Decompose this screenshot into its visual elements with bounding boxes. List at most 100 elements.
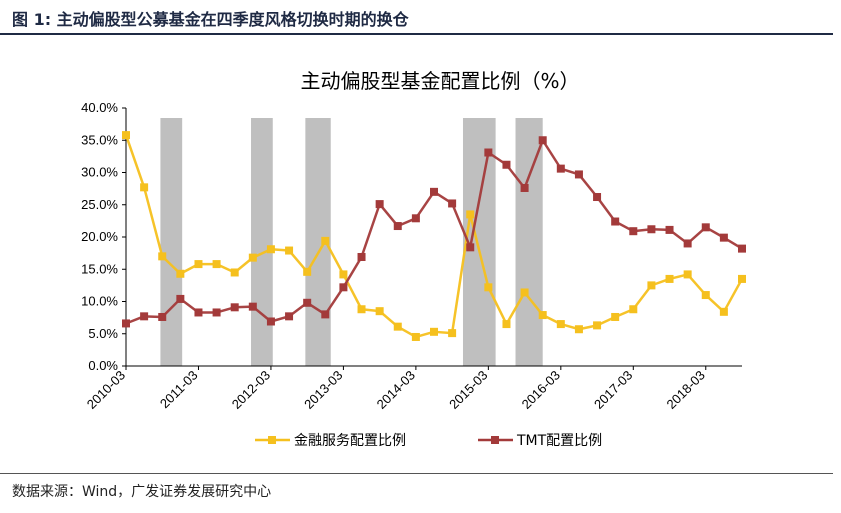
y-tick-label: 10.0% [81, 294, 118, 309]
y-tick-label: 0.0% [88, 358, 118, 373]
figure-title: 图 1: 主动偏股型公募基金在四季度风格切换时期的换仓 [12, 10, 409, 29]
legend-finance-label: 金融服务配置比例 [294, 433, 406, 449]
point-tmt [411, 214, 420, 223]
point-tmt [738, 244, 746, 253]
point-finance [339, 270, 348, 279]
chart-title: 主动偏股型基金配置比例（%） [300, 69, 579, 93]
point-tmt [448, 199, 457, 208]
point-finance [574, 325, 583, 334]
point-finance [411, 332, 420, 341]
source-note: 数据来源：Wind，广发证券发展研究中心 [12, 484, 272, 500]
point-finance [303, 267, 312, 276]
top-divider [0, 33, 833, 35]
y-tick-label: 35.0% [81, 132, 118, 147]
point-tmt [430, 187, 438, 196]
point-finance [266, 245, 275, 254]
point-finance [230, 268, 239, 277]
point-tmt [538, 136, 547, 145]
point-finance [611, 312, 620, 321]
point-finance [194, 260, 203, 269]
x-tick-label: 2011-03 [157, 368, 201, 412]
point-tmt [285, 312, 294, 321]
series-layer [122, 131, 746, 341]
point-tmt [520, 183, 529, 192]
x-tick-label: 2016-03 [519, 368, 563, 412]
point-finance [176, 269, 185, 278]
point-tmt [611, 217, 620, 226]
shaded-period-1 [251, 118, 273, 366]
point-finance [212, 260, 221, 269]
chart: 主动偏股型基金配置比例（%） 0.0% 5.0% 10.0% 15.0% 20.0% 25… [81, 69, 746, 449]
point-finance [629, 305, 638, 314]
point-finance [393, 322, 402, 331]
point-tmt [629, 227, 638, 236]
y-tick-label: 25.0% [81, 197, 118, 212]
x-tick-label: 2010-03 [84, 368, 128, 412]
point-finance [375, 307, 384, 316]
point-finance [701, 291, 710, 300]
y-tick-label: 30.0% [81, 165, 118, 180]
point-finance [719, 307, 728, 316]
legend-finance-marker [268, 436, 276, 444]
point-tmt [248, 302, 257, 311]
point-finance [285, 246, 294, 255]
point-tmt [665, 225, 674, 234]
shaded-period-0 [160, 118, 183, 366]
x-tick-label: 2012-03 [229, 368, 273, 412]
point-finance [665, 274, 674, 283]
point-finance [647, 281, 656, 290]
point-tmt [158, 312, 167, 321]
point-finance [357, 305, 366, 314]
y-tick-label: 40.0% [81, 100, 118, 115]
point-finance [140, 183, 149, 192]
shaded-periods [160, 118, 543, 366]
point-finance [593, 321, 602, 330]
point-tmt [466, 243, 475, 252]
point-tmt [375, 200, 384, 209]
y-tick-label: 20.0% [81, 229, 118, 244]
point-finance [538, 311, 547, 320]
point-tmt [719, 233, 728, 242]
x-tick-label: 2013-03 [301, 368, 345, 412]
point-tmt [502, 160, 511, 169]
point-tmt [176, 294, 185, 303]
point-tmt [683, 239, 692, 248]
point-finance [158, 252, 167, 261]
legend-tmt-marker [491, 436, 499, 444]
point-tmt [484, 148, 493, 157]
point-tmt [321, 310, 330, 319]
point-finance [556, 320, 565, 329]
legend: 金融服务配置比例 TMT配置比例 [255, 433, 602, 449]
point-finance [484, 283, 493, 292]
point-tmt [122, 319, 130, 328]
bottom-divider [0, 473, 833, 474]
point-tmt [194, 308, 203, 317]
point-finance [466, 210, 475, 219]
y-tick-label: 5.0% [88, 326, 118, 341]
point-tmt [556, 164, 565, 173]
point-finance [502, 320, 511, 329]
point-finance [683, 270, 692, 279]
point-finance [248, 253, 257, 262]
point-tmt [303, 298, 312, 307]
point-finance [520, 288, 529, 297]
series-line-finance [124, 134, 744, 339]
point-finance [448, 329, 457, 338]
point-finance [321, 236, 330, 245]
point-finance [738, 274, 746, 283]
point-tmt [140, 312, 149, 321]
legend-tmt-label: TMT配置比例 [516, 433, 602, 449]
point-tmt [339, 283, 348, 292]
x-tick-label: 2015-03 [446, 368, 490, 412]
point-tmt [393, 222, 402, 231]
point-finance [122, 131, 130, 140]
point-tmt [230, 303, 239, 312]
y-tick-label: 15.0% [81, 261, 118, 276]
point-tmt [574, 170, 583, 179]
point-tmt [266, 317, 275, 326]
point-finance [430, 327, 438, 336]
x-tick-label: 2014-03 [374, 368, 418, 412]
point-tmt [593, 193, 602, 202]
shaded-period-4 [515, 118, 543, 366]
point-tmt [357, 252, 366, 261]
